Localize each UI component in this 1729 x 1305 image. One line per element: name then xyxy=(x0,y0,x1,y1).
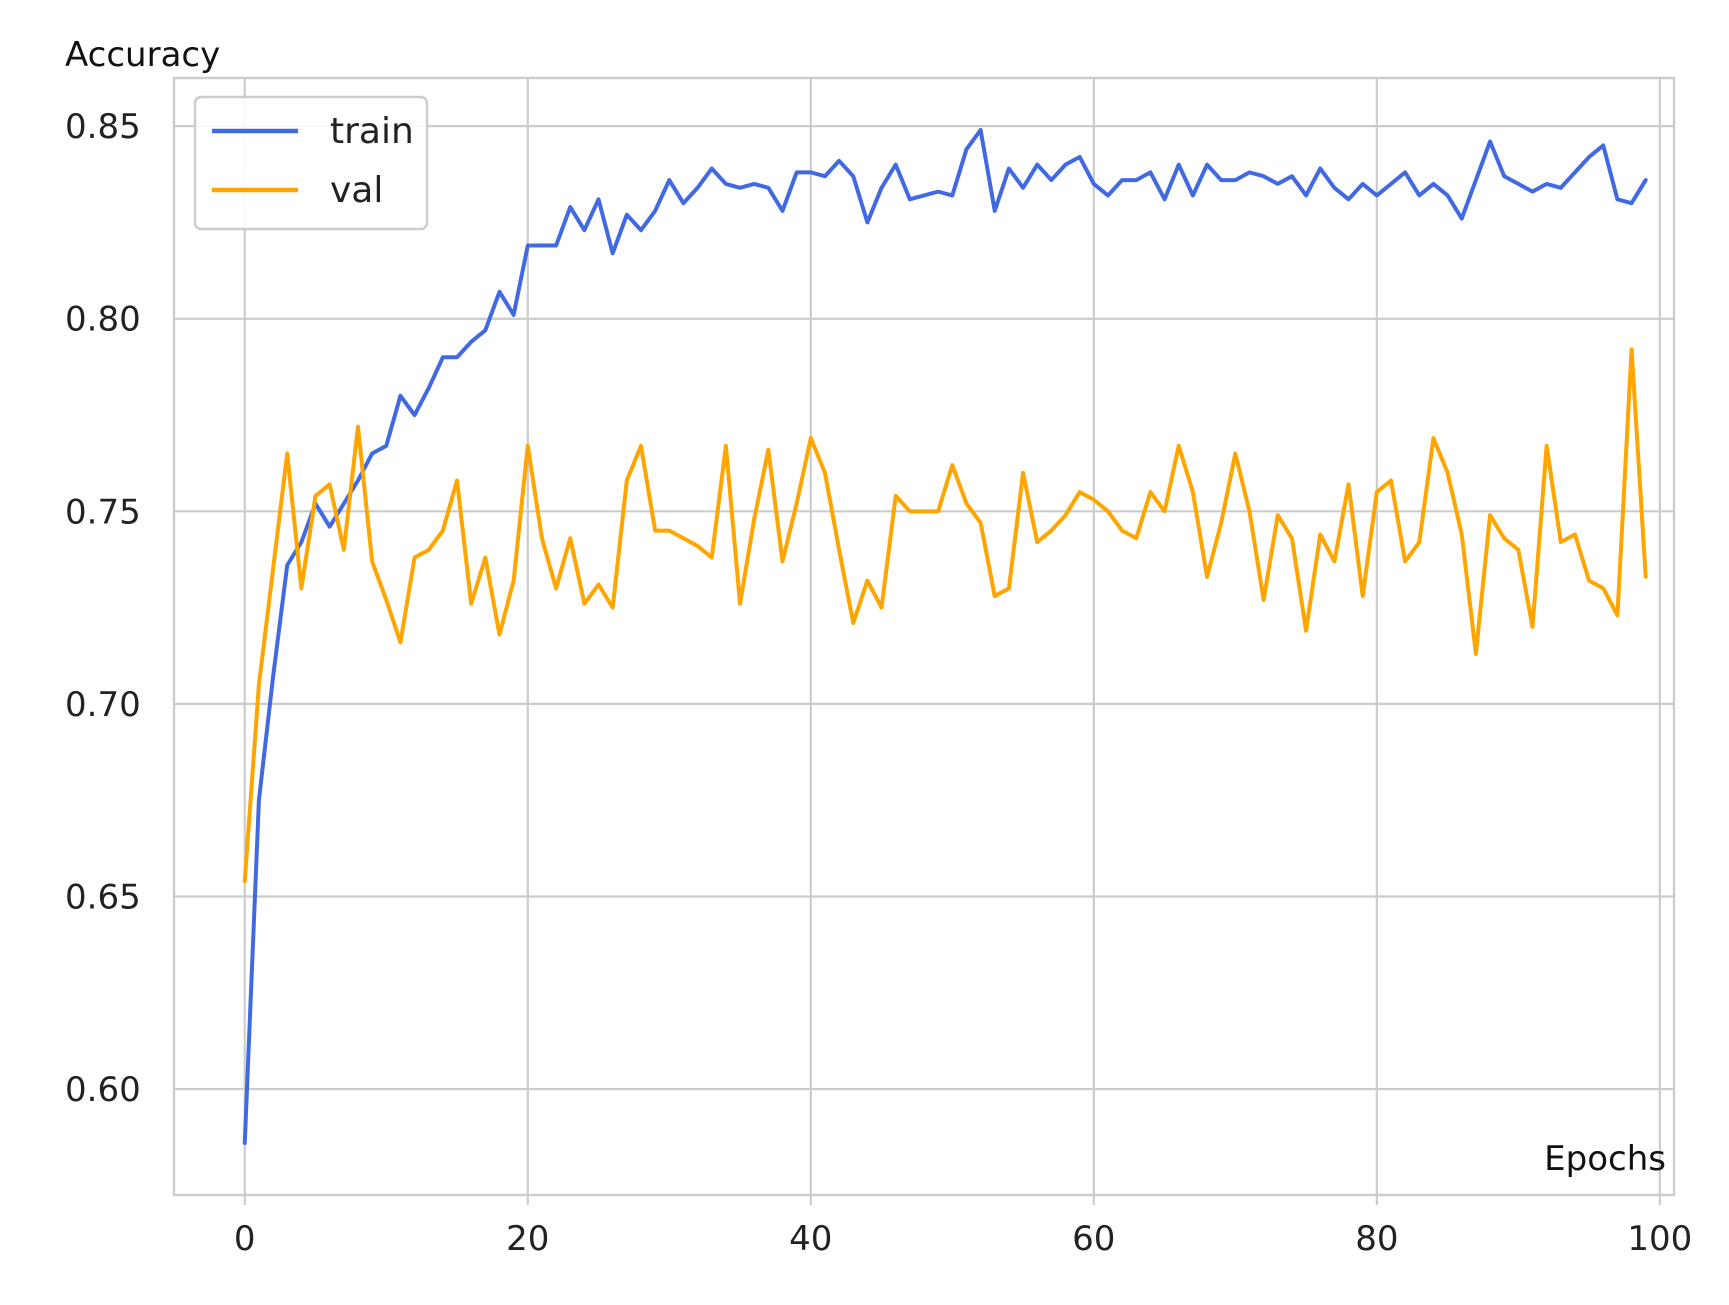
x-tick-label: 40 xyxy=(789,1219,832,1259)
x-tick-label: 20 xyxy=(506,1219,549,1259)
legend-label-val: val xyxy=(330,170,383,211)
legend-label-train: train xyxy=(330,111,414,152)
y-tick-label: 0.85 xyxy=(65,107,141,147)
y-tick-label: 0.60 xyxy=(65,1070,141,1110)
axis-ticks: 0 20 40 60 80 100 0.60 0.65 0.70 0.75 0.80 0.85 xyxy=(65,107,1692,1259)
y-tick-label: 0.70 xyxy=(65,685,141,725)
x-tick-label: 60 xyxy=(1072,1219,1115,1259)
plot-frame xyxy=(172,76,1676,1197)
y-axis-label: Accuracy xyxy=(65,35,220,75)
y-tick-label: 0.65 xyxy=(65,877,141,917)
y-tick-label: 0.75 xyxy=(65,492,141,532)
x-tick-label: 100 xyxy=(1627,1219,1692,1259)
y-tick-label: 0.80 xyxy=(65,300,141,340)
legend: train val xyxy=(193,95,429,231)
series-lines xyxy=(242,128,1648,1145)
series-line-train xyxy=(242,128,1648,1145)
x-tick-label: 0 xyxy=(234,1219,256,1259)
series-line-val xyxy=(242,347,1648,884)
x-tick-label: 80 xyxy=(1355,1219,1398,1259)
x-axis-label: Epochs xyxy=(1544,1139,1666,1179)
